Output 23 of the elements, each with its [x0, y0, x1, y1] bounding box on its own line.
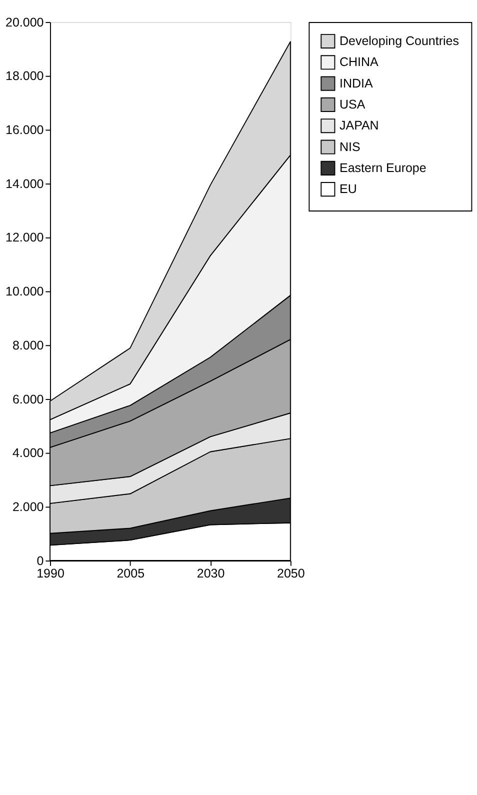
y-tick-label: 2.000: [12, 500, 44, 514]
x-tick-label: 1990: [36, 566, 64, 580]
legend-label: Developing Countries: [339, 34, 459, 48]
legend-label: EU: [339, 182, 357, 196]
y-tick-label: 10.000: [6, 284, 44, 299]
y-tick-label: 14.000: [6, 176, 44, 191]
y-tick-label: 8.000: [12, 338, 44, 352]
y-tick-label: 12.000: [6, 230, 44, 245]
legend-label: CHINA: [339, 55, 380, 70]
legend-label: JAPAN: [339, 118, 379, 133]
x-tick-label: 2005: [116, 566, 145, 580]
x-tick-label: 2050: [277, 566, 305, 580]
legend-label: USA: [339, 98, 366, 112]
y-tick-label: 6.000: [12, 392, 44, 406]
y-tick-label: 16.000: [6, 123, 44, 138]
y-tick-label: 20.000: [6, 15, 44, 30]
legend-label: INDIA: [339, 76, 374, 90]
legend-label: Eastern Europe: [339, 161, 426, 176]
x-tick-label: 2030: [196, 566, 225, 580]
y-tick-label: 0: [36, 554, 44, 568]
y-tick-label: 18.000: [6, 69, 44, 84]
y-tick-label: 4.000: [12, 446, 44, 460]
legend-label: NIS: [339, 140, 360, 154]
